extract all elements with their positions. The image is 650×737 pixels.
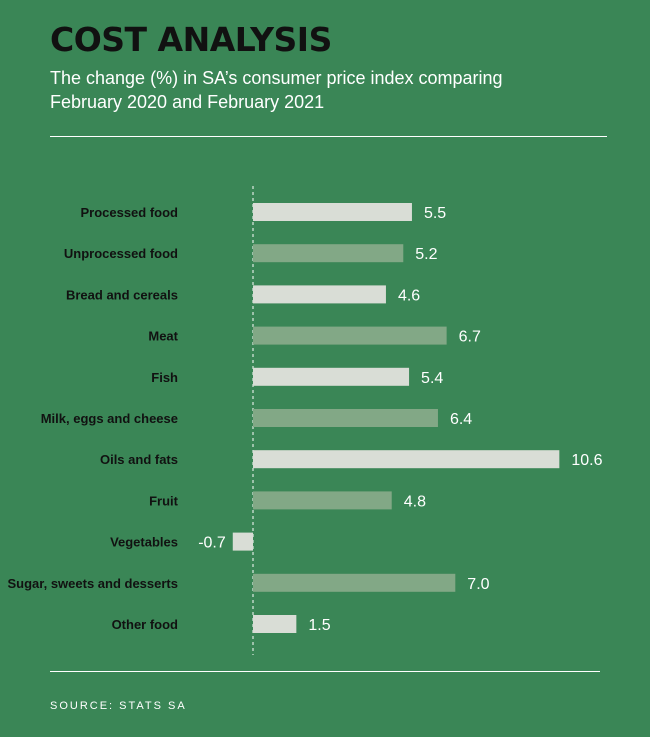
bar-group: 5.5 Processed food 5.2 Unprocessed food 4.6 B…: [7, 203, 603, 634]
bar-value-label: 5.4: [421, 370, 443, 387]
bar-vegetables: [232, 532, 253, 551]
bottom-divider: [50, 671, 600, 672]
bar-value-label: 6.4: [450, 411, 472, 428]
category-label: Milk, eggs and cheese: [41, 411, 178, 426]
bar-bread-and-cereals: [253, 285, 386, 304]
bar-oils-and-fats: [253, 450, 560, 469]
source-note: SOURCE: STATS SA: [50, 700, 187, 712]
bar-value-label: 7.0: [467, 576, 489, 593]
bar-value-label: 1.5: [308, 617, 330, 634]
bar-value-label: 4.6: [398, 287, 420, 304]
category-label: Vegetables: [110, 535, 178, 550]
bar-milk-eggs-and-cheese: [253, 409, 438, 427]
category-label: Fruit: [149, 493, 179, 508]
category-label: Unprocessed food: [64, 246, 178, 261]
category-label: Oils and fats: [100, 452, 178, 467]
bar-value-label: -0.7: [198, 535, 226, 552]
bar-value-label: 10.6: [571, 452, 602, 469]
chart-title: COST ANALYSIS: [50, 20, 332, 59]
category-label: Meat: [148, 329, 178, 344]
bar-meat: [253, 326, 447, 345]
bar-unprocessed-food: [253, 244, 404, 263]
bar-value-label: 5.2: [415, 246, 437, 263]
top-divider: [50, 136, 607, 137]
category-label: Fish: [151, 370, 178, 385]
category-label: Other food: [112, 617, 178, 632]
chart-subtitle: The change (%) in SA’s consumer price in…: [50, 68, 503, 112]
bar-fish: [253, 367, 410, 386]
bar-value-label: 6.7: [459, 329, 481, 346]
bar-sugar-sweets-and-desserts: [253, 573, 456, 592]
bar-value-label: 5.5: [424, 205, 446, 222]
bar-value-label: 4.8: [404, 493, 426, 510]
bar-other-food: [253, 615, 297, 633]
bar-fruit: [253, 491, 392, 510]
bar-processed-food: [253, 203, 412, 221]
category-label: Bread and cereals: [66, 287, 178, 302]
category-label: Sugar, sweets and desserts: [7, 576, 178, 591]
category-label: Processed food: [80, 205, 178, 220]
